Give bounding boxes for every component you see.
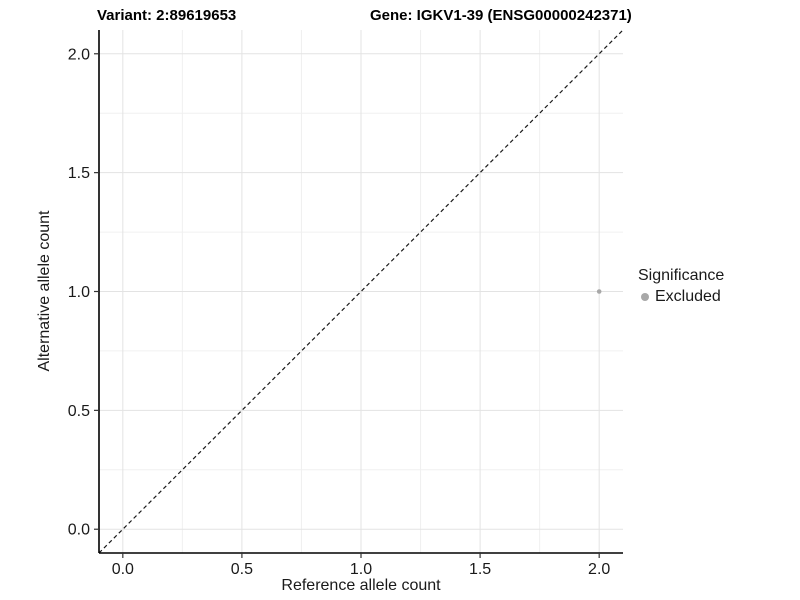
legend: Significance Excluded (638, 267, 724, 306)
legend-item: Excluded (638, 288, 724, 306)
legend-item-label: Excluded (655, 288, 721, 305)
x-tick-label: 0.5 (231, 561, 253, 578)
y-tick-label: 0.0 (68, 522, 90, 539)
data-point (596, 289, 602, 294)
legend-point-icon (641, 293, 649, 301)
x-axis-title: Reference allele count (281, 577, 441, 594)
legend-items: Excluded (638, 288, 724, 306)
identity-line (98, 29, 624, 554)
y-tick-label: 2.0 (68, 46, 90, 63)
plot-title-variant: Variant: 2:89619653 (97, 7, 237, 24)
x-tick-label: 1.5 (469, 561, 491, 578)
x-tick-label: 1.0 (350, 561, 372, 578)
y-tick-label: 1.0 (68, 284, 90, 301)
plot-title-gene: Gene: IGKV1-39 (ENSG00000242371) (370, 7, 632, 24)
y-axis-title: Alternative allele count (36, 210, 53, 372)
x-tick-label: 2.0 (588, 561, 610, 578)
y-tick-label: 1.5 (68, 165, 90, 182)
legend-title: Significance (638, 267, 725, 284)
y-tick-label: 0.5 (68, 403, 90, 420)
x-tick-label: 0.0 (112, 561, 134, 578)
